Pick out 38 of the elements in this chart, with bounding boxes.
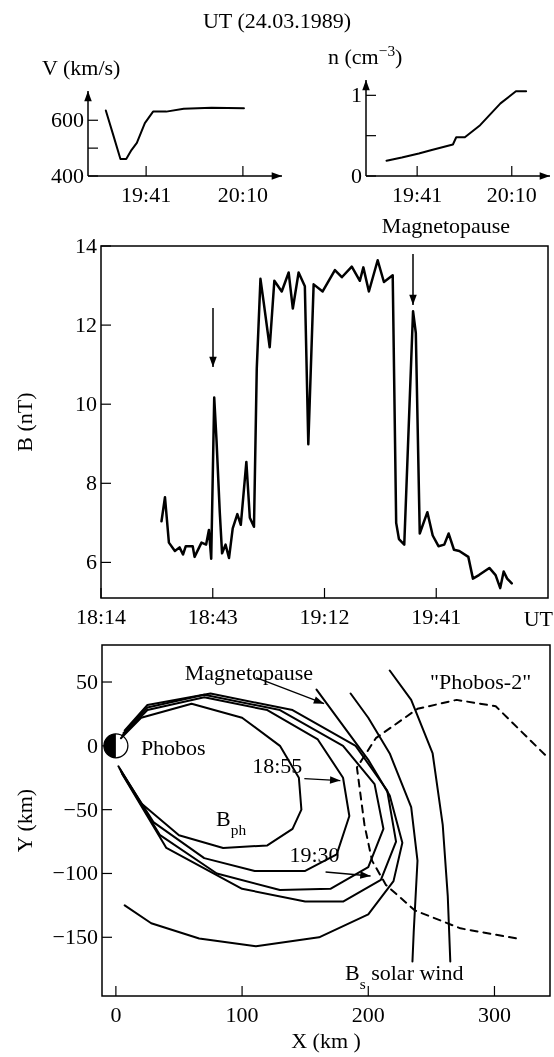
annotation: B$_{s}$ solar wind bbox=[345, 960, 464, 992]
y-axis-title: Y (km) bbox=[12, 788, 37, 853]
y-tick-label: 0 bbox=[87, 732, 98, 758]
x-tick-label: 20:10 bbox=[486, 182, 537, 207]
x-tick-label: 20:10 bbox=[217, 182, 268, 207]
x-tick-label: 19:12 bbox=[299, 604, 350, 629]
y-tick-label: −100 bbox=[52, 860, 98, 886]
y-tick-label: 600 bbox=[51, 107, 84, 133]
y-tick-label: 10 bbox=[75, 391, 97, 417]
x-tick-label: 19:41 bbox=[411, 604, 462, 629]
chart-title: UT (24.03.1989) bbox=[202, 8, 352, 33]
annotation: "Phobos-2" bbox=[430, 668, 532, 694]
y-tick-label: 1 bbox=[351, 82, 362, 108]
x-tick-label: 100 bbox=[225, 1002, 259, 1027]
x-tick-label: 200 bbox=[351, 1002, 385, 1027]
annotation: Phobos bbox=[140, 734, 206, 760]
text: Magnetopause bbox=[381, 213, 511, 238]
x-tick-label: 18:14 bbox=[75, 604, 127, 629]
y-tick-label: 50 bbox=[76, 669, 98, 695]
y-tick-label: 12 bbox=[75, 312, 97, 338]
annotation: Magnetopause bbox=[184, 659, 314, 685]
x-axis-title: UT bbox=[523, 606, 554, 631]
x-axis-title: X (km ) bbox=[291, 1028, 361, 1053]
x-tick-label: 300 bbox=[477, 1002, 511, 1027]
y-axis-title: n (cm$^{−3}$) bbox=[328, 41, 403, 69]
y-axis-title: V (km/s) bbox=[42, 55, 121, 80]
x-tick-label: 19:41 bbox=[392, 182, 443, 207]
y-tick-label: −150 bbox=[52, 924, 98, 950]
x-tick-label: 18:43 bbox=[187, 604, 238, 629]
x-tick-label: 0 bbox=[110, 1002, 122, 1027]
annotation: B$_{ph}$ bbox=[216, 806, 247, 838]
y-axis-title: B (nT) bbox=[12, 392, 37, 452]
y-tick-label: −50 bbox=[63, 796, 98, 822]
y-tick-label: 6 bbox=[86, 549, 97, 575]
y-tick-label: 14 bbox=[75, 233, 97, 258]
y-tick-label: 8 bbox=[86, 470, 97, 496]
y-tick-label: 400 bbox=[51, 163, 84, 188]
x-tick-label: 19:41 bbox=[121, 182, 172, 207]
